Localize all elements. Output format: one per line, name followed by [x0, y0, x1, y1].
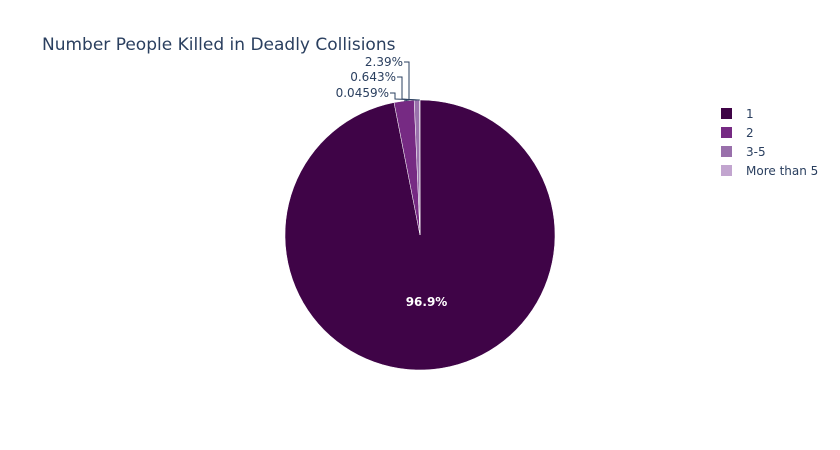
legend-label: 3-5 — [746, 145, 766, 159]
legend-item-3-5[interactable]: 3-5 — [721, 145, 766, 159]
legend-item-1[interactable]: 1 — [721, 107, 754, 121]
slice-label-1: 96.9% — [406, 295, 448, 309]
slice-label-3-5: 0.643% — [350, 70, 396, 84]
legend[interactable]: 1 2 3-5 More than 5 — [721, 107, 818, 178]
leader-line-2 — [403, 61, 410, 102]
leader-line-3-5 — [397, 76, 417, 101]
legend-swatch — [721, 165, 732, 176]
slice-label-more-than-5: 0.0459% — [336, 86, 389, 100]
legend-swatch — [721, 108, 732, 119]
chart-title: Number People Killed in Deadly Collision… — [42, 35, 396, 55]
legend-item-more-than-5[interactable]: More than 5 — [721, 164, 818, 178]
legend-item-2[interactable]: 2 — [721, 126, 754, 140]
pie-labels: 96.9% 2.39%0.643% 0.0459% — [336, 55, 448, 309]
legend-label: 2 — [746, 126, 754, 140]
legend-swatch — [721, 127, 732, 138]
legend-label: More than 5 — [746, 164, 818, 178]
pie-slices — [284, 99, 556, 371]
leader-line-more-than-5 — [390, 92, 420, 101]
legend-swatch — [721, 146, 732, 157]
legend-label: 1 — [746, 107, 754, 121]
slice-label-2: 2.39% — [365, 55, 403, 69]
